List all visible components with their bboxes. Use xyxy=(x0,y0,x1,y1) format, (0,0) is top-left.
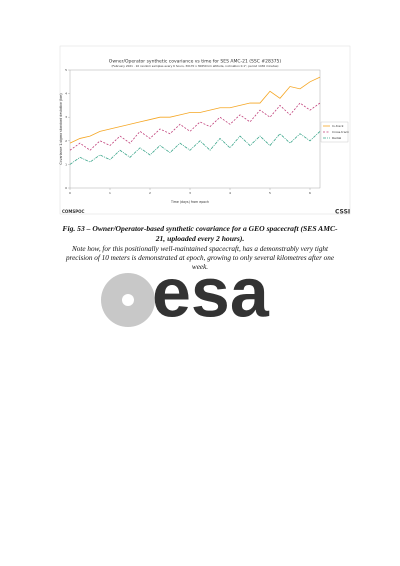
logo-left: COMSPOC xyxy=(62,209,85,214)
y-tick-label: 4 xyxy=(65,92,67,96)
x-tick-label: 0 xyxy=(69,191,71,195)
figure-frame xyxy=(59,45,351,215)
plot-area xyxy=(69,69,321,189)
series-line xyxy=(69,102,321,151)
legend-label: Cross-track xyxy=(332,130,349,134)
x-tick-label: 1 xyxy=(109,191,111,195)
x-tick-label: 3 xyxy=(189,191,191,195)
legend-label: In-track xyxy=(332,124,344,128)
legend-box xyxy=(320,121,349,143)
x-tick-label: 6 xyxy=(309,191,311,195)
y-tick-label: 1 xyxy=(65,162,67,166)
logo-right: CSSI xyxy=(335,209,350,216)
logo-dot xyxy=(122,294,134,306)
y-tick-label: 5 xyxy=(65,68,67,72)
chart-subtitle: (February 2021 · 10 random samples every… xyxy=(111,64,278,68)
y-axis-label: Covariance 1-sigma standard deviation (k… xyxy=(59,93,63,164)
x-tick-label: 5 xyxy=(269,191,271,195)
chart-title: Owner/Operator synthetic covariance vs t… xyxy=(109,59,282,65)
legend-label: Radial xyxy=(332,136,341,140)
watermark-logo: esa xyxy=(152,253,270,331)
x-tick-label: 2 xyxy=(149,191,151,195)
x-axis-label: Time (days) from epoch xyxy=(170,200,209,204)
series-line xyxy=(69,131,321,165)
y-tick-label: 0 xyxy=(65,186,67,190)
y-tick-label: 3 xyxy=(65,115,67,119)
series-line xyxy=(69,76,321,144)
x-tick-label: 4 xyxy=(229,191,231,195)
y-tick-label: 2 xyxy=(65,139,67,143)
caption-note: Note how, for this positionally well-mai… xyxy=(65,245,335,271)
caption-title: Fig. 53 – Owner/Operator-based synthetic… xyxy=(62,224,338,243)
